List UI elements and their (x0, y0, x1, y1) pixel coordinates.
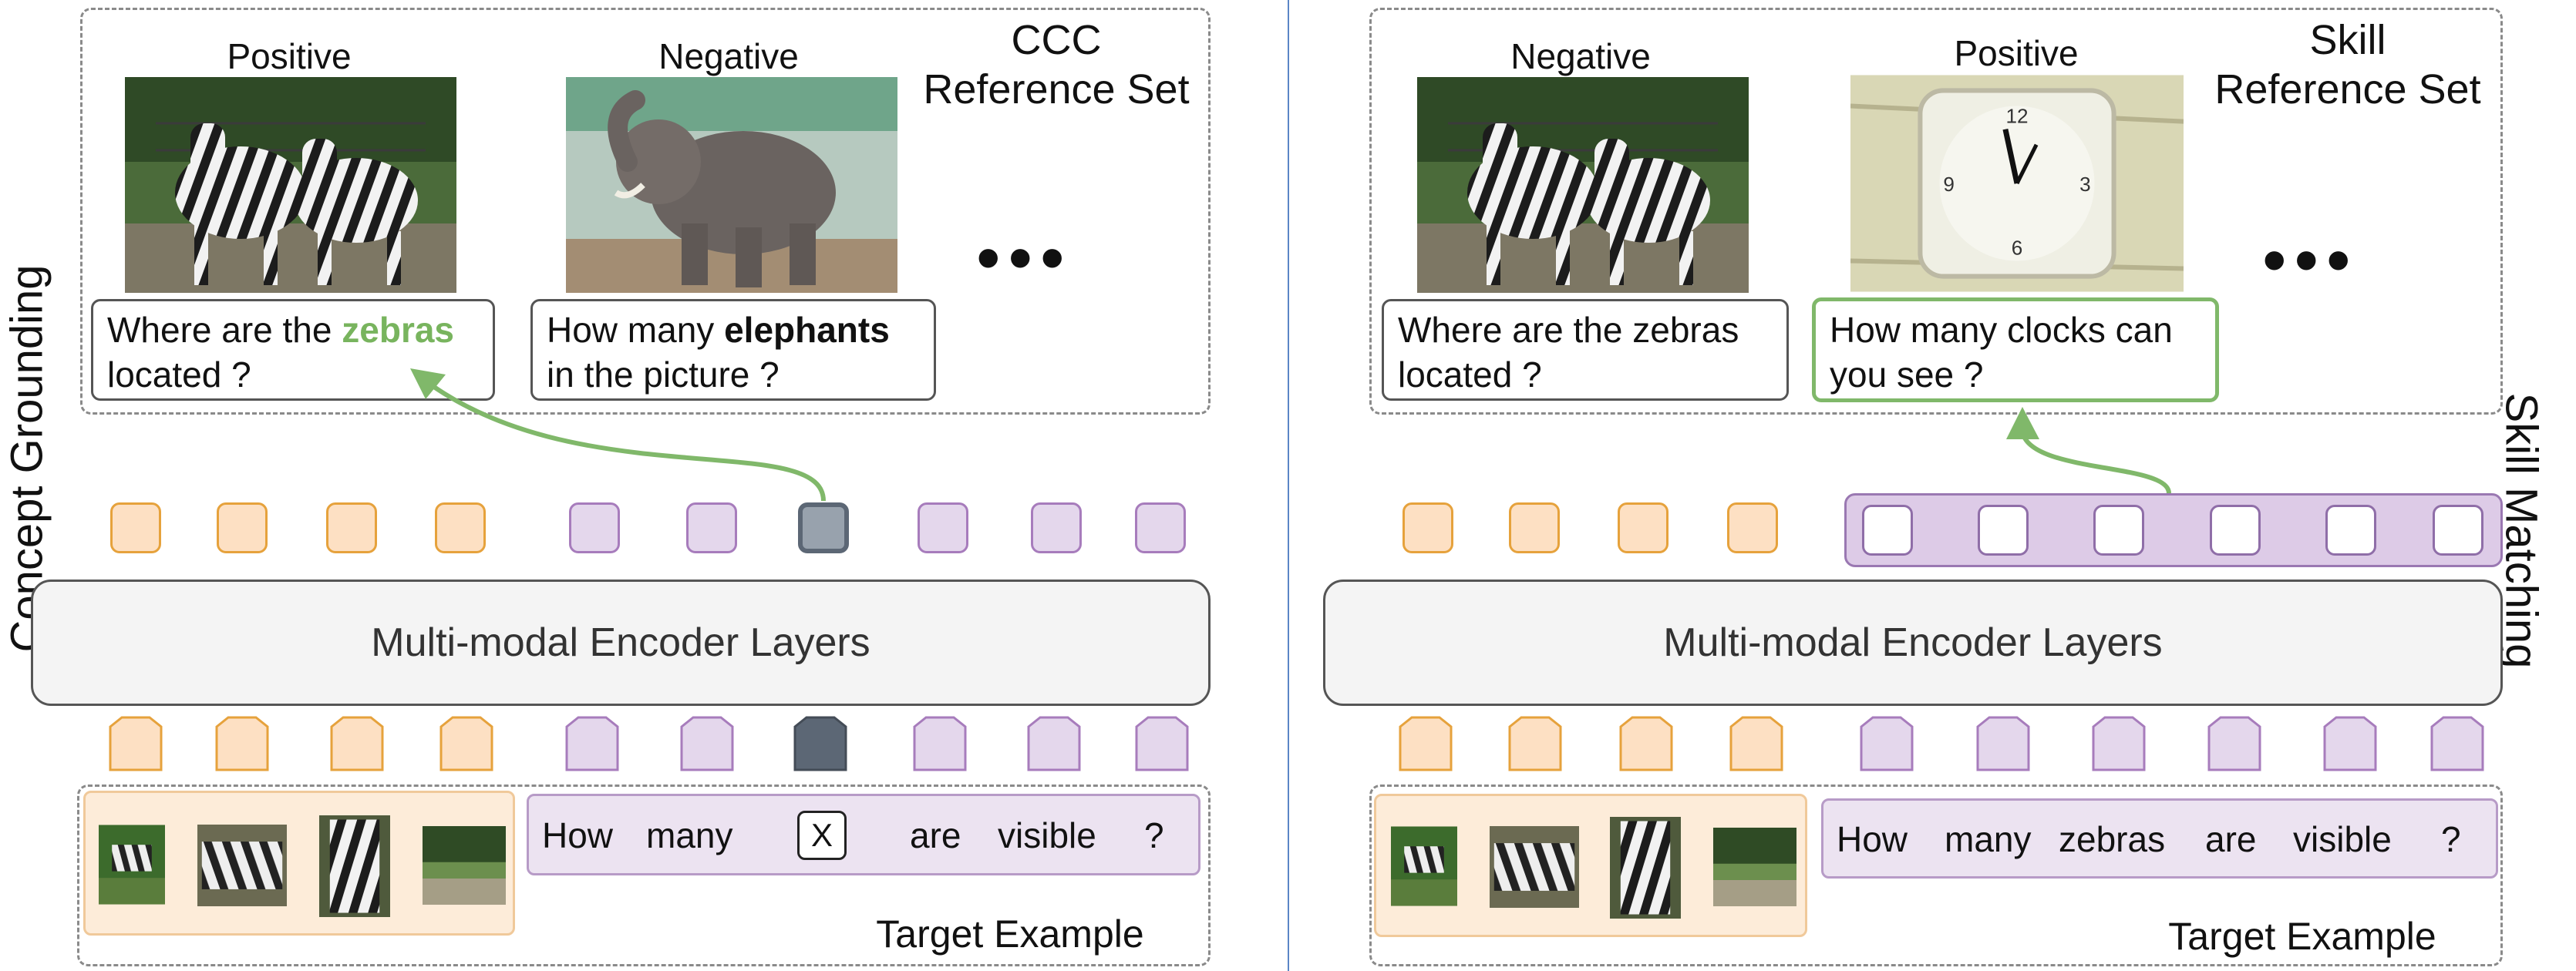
input-text-token (2207, 716, 2261, 771)
input-image-token (330, 716, 384, 771)
input-image-token (215, 716, 269, 771)
target-word: many (646, 815, 733, 855)
target-word: How (542, 815, 614, 855)
input-text-token (2323, 716, 2377, 771)
target-word: zebras (2059, 819, 2166, 859)
skill-matching-arrow (2006, 407, 2171, 494)
output-image-token (1509, 502, 1560, 553)
output-image-token (435, 502, 486, 553)
input-text-token (1135, 716, 1189, 771)
input-image-token (439, 716, 493, 771)
highlighted-concept: zebras (342, 310, 455, 350)
output-text-token (2325, 505, 2376, 556)
input-text-token (680, 716, 734, 771)
positive-label: Positive (227, 36, 352, 76)
target-image-patch (319, 815, 390, 917)
input-image-token (109, 716, 163, 771)
target-word: How (1837, 819, 1908, 859)
target-image-patch (423, 826, 506, 905)
input-text-token (913, 716, 967, 771)
target-image-patch (99, 817, 165, 912)
target-word: ? (2441, 819, 2461, 859)
negative-question-box: How many elephants in the picture ? (530, 299, 936, 401)
negative-question-box: Where are the zebras located ? (1382, 299, 1789, 401)
target-question-panel (527, 794, 1200, 875)
input-text-token (565, 716, 619, 771)
skill-reference-set-box (1369, 8, 2503, 415)
input-token-row (109, 716, 1189, 771)
text-token-group (1844, 493, 2503, 567)
target-image-patch (1490, 826, 1579, 908)
output-text-token (2093, 505, 2144, 556)
target-image-patch (1610, 817, 1681, 919)
positive-question-box: How many clocks can you see ? (1812, 297, 2219, 402)
output-text-token (569, 502, 620, 553)
ccc-reference-set-box (80, 8, 1211, 415)
input-text-token (2092, 716, 2146, 771)
input-image-token (1399, 716, 1453, 771)
output-text-token (2433, 505, 2483, 556)
output-text-token (686, 502, 737, 553)
target-example-box (77, 785, 1211, 966)
masked-word-token: X (797, 811, 847, 860)
output-image-token (1727, 502, 1778, 553)
input-token-row (1399, 716, 2484, 771)
target-word: ? (1144, 815, 1164, 855)
output-text-token (2210, 505, 2261, 556)
input-image-token (1508, 716, 1562, 771)
output-image-token (1402, 502, 1453, 553)
input-text-token (1027, 716, 1081, 771)
target-image-patch (1713, 828, 1796, 906)
output-image-token (110, 502, 161, 553)
output-masked-token (798, 502, 849, 553)
target-word: are (910, 815, 961, 855)
target-word: are (2205, 819, 2257, 859)
target-word: many (1945, 819, 2032, 859)
input-image-token (1619, 716, 1673, 771)
negative-label: Negative (658, 36, 799, 76)
panel-divider (1288, 0, 1289, 971)
skill-reference-set-label: Skill Reference Set (2214, 17, 2481, 113)
multimodal-encoder: Multi-modal Encoder Layers (31, 580, 1211, 706)
input-image-token (1729, 716, 1783, 771)
ccc-reference-set-label: CCC Reference Set (923, 17, 1190, 113)
target-example-box (1369, 785, 2503, 966)
output-text-token (1135, 502, 1186, 553)
target-example-label: Target Example (2168, 915, 2436, 958)
grounding-arrow (410, 368, 826, 502)
multimodal-encoder: Multi-modal Encoder Layers (1323, 580, 2503, 706)
target-image-patch (1391, 818, 1457, 914)
target-word: visible (2293, 819, 2392, 859)
target-image-patch (197, 825, 287, 906)
target-word: visible (998, 815, 1096, 855)
output-image-token (217, 502, 268, 553)
output-image-token (1618, 502, 1669, 553)
target-question-panel (1821, 798, 2498, 879)
positive-label: Positive (1954, 33, 2079, 73)
output-text-token (918, 502, 968, 553)
negative-label: Negative (1510, 36, 1651, 76)
target-example-label: Target Example (876, 912, 1144, 956)
input-text-token (1860, 716, 1914, 771)
input-text-token (1976, 716, 2030, 771)
output-text-token (1862, 505, 1913, 556)
input-masked-token (793, 716, 847, 771)
input-text-token (2430, 716, 2484, 771)
output-text-token (1978, 505, 2029, 556)
output-text-token (1031, 502, 1082, 553)
output-image-token (326, 502, 377, 553)
